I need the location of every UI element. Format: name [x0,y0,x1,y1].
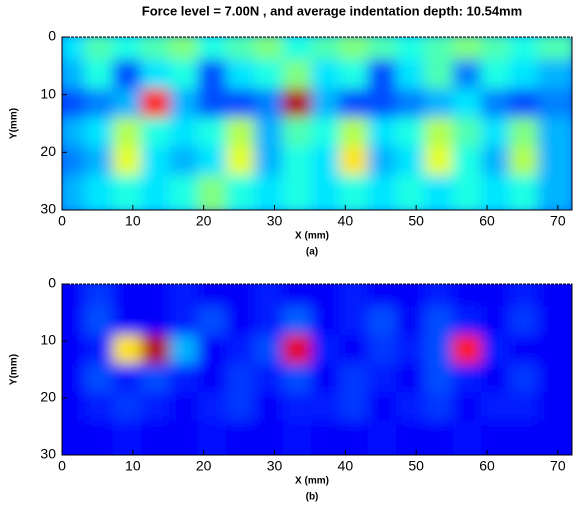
plot-frame [61,36,573,211]
caption: (a) [306,247,318,258]
y-tick-label: 30 [40,446,56,462]
plot-frame [61,283,573,456]
x-tick-label: 60 [479,458,495,474]
x-tick-label: 40 [338,458,354,474]
x-tick-label: 10 [125,213,141,229]
x-tick-label: 0 [58,213,66,229]
x-axis-label: X (mm) [295,476,329,487]
y-tick-label: 0 [48,275,56,291]
y-tick-label: 10 [40,332,56,348]
heatmap-cell [537,420,572,455]
y-axis-label: Y(mm) [9,108,20,139]
x-tick-label: 30 [267,213,283,229]
x-tick-label: 50 [408,458,424,474]
x-tick-label: 10 [125,458,141,474]
y-tick-label: 0 [48,28,56,44]
chart-title: Force level = 7.00N , and average indent… [142,3,522,18]
x-tick-label: 60 [479,213,495,229]
caption: (b) [306,492,319,503]
x-axis-label: X (mm) [295,231,329,242]
x-tick-label: 0 [58,458,66,474]
x-tick-label: 30 [267,458,283,474]
x-tick-label: 50 [408,213,424,229]
x-tick-label: 70 [550,458,566,474]
y-tick-label: 30 [40,201,56,217]
heatmap-cell [537,175,572,210]
y-tick-label: 20 [40,389,56,405]
x-tick-label: 20 [196,458,212,474]
heatmap-cells [62,37,572,210]
heatmap-area [62,284,572,455]
heatmap-cells [62,284,572,455]
y-axis-label: Y(mm) [9,354,20,385]
x-tick-label: 40 [338,213,354,229]
y-tick-label: 10 [40,85,56,101]
x-tick-label: 70 [550,213,566,229]
y-tick-label: 20 [40,143,56,159]
heatmap-area [62,37,572,210]
x-tick-label: 20 [196,213,212,229]
